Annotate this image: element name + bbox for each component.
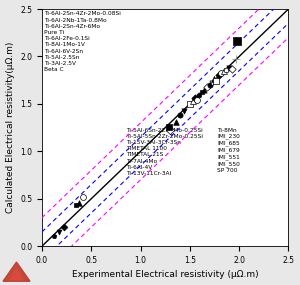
Point — [235, 39, 240, 44]
Point — [194, 98, 199, 102]
Point — [74, 203, 79, 208]
Point — [207, 83, 212, 87]
Y-axis label: Calculated Electrical resistivity(μΩ.m): Calculated Electrical resistivity(μΩ.m) — [6, 42, 15, 213]
Point — [234, 57, 239, 62]
Point — [222, 68, 227, 73]
Point — [167, 124, 172, 129]
Point — [188, 102, 192, 106]
Point — [174, 120, 178, 124]
Point — [56, 230, 61, 234]
Point — [190, 99, 195, 103]
Text: Ti-8Mn
IMI_230
IMI_685
IMI_679
IMI_551
IMI_550
SP 700: Ti-8Mn IMI_230 IMI_685 IMI_679 IMI_551 I… — [217, 128, 240, 173]
Text: Ti-5Al-6Sn-2Zr-1Mo-0.25Si
Ti-5Al-5Sn-2Zr-2Mo-0.25Si
Ti-15V-3Al-3Cr-3Sn
TIMETAL 1: Ti-5Al-6Sn-2Zr-1Mo-0.25Si Ti-5Al-5Sn-2Zr… — [126, 128, 203, 176]
Point — [61, 225, 66, 229]
Point — [51, 233, 56, 238]
Point — [227, 66, 232, 70]
X-axis label: Experimental Electrical resistivity (μΩ.m): Experimental Electrical resistivity (μΩ.… — [72, 270, 259, 280]
Point — [230, 66, 235, 71]
Point — [214, 79, 219, 84]
Point — [81, 195, 86, 199]
Point — [178, 113, 182, 117]
Text: Ti-6Al-2Sn-4Zr-2Mo-0.08Si
Ti-6Al-2Nb-1Ta-0.8Mo
Ti-6Al-2Sn-4Zr-6Mo
Pure Ti
Ti-6Al: Ti-6Al-2Sn-4Zr-2Mo-0.08Si Ti-6Al-2Nb-1Ta… — [44, 11, 121, 72]
Point — [201, 87, 206, 92]
Point — [204, 85, 209, 89]
Point — [219, 70, 224, 75]
Point — [199, 89, 204, 94]
Point — [212, 77, 217, 82]
Point — [168, 128, 172, 133]
Point — [224, 68, 229, 72]
Point — [209, 81, 214, 85]
Point — [182, 108, 186, 113]
Point — [77, 200, 82, 205]
Point — [196, 93, 201, 98]
Point — [192, 96, 197, 101]
Point — [217, 73, 222, 78]
